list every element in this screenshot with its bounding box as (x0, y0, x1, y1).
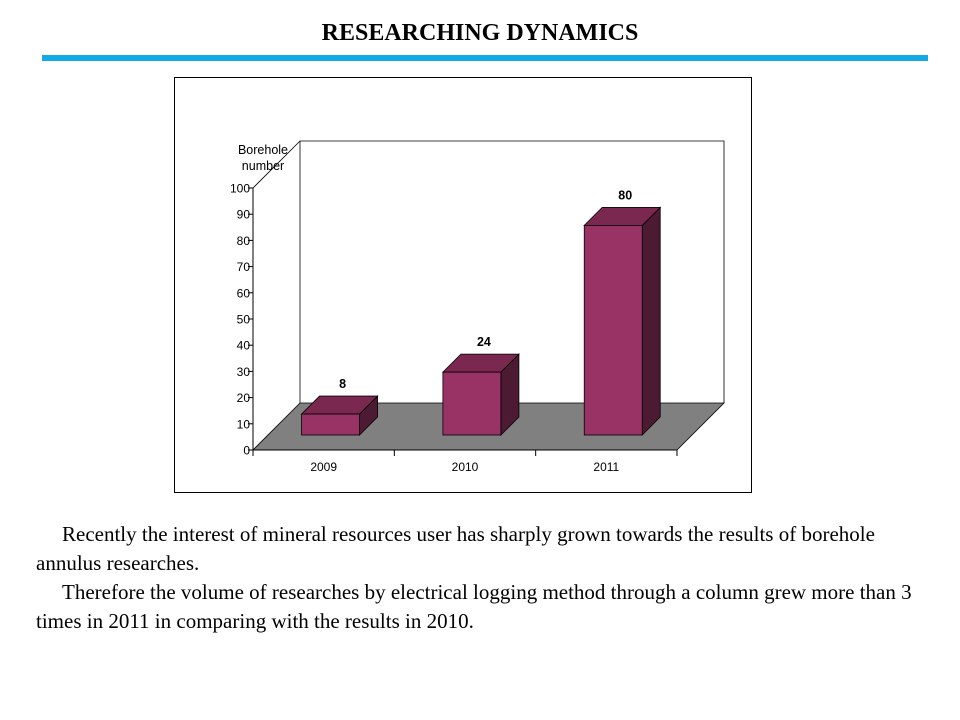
data-label: 24 (477, 335, 491, 349)
y-tick-label: 60 (237, 286, 251, 300)
chart-frame: 0 10 20 30 40 50 60 70 80 90 100 Borehole number 2009… (174, 77, 752, 493)
bar (583, 224, 643, 436)
y-tick-label: 80 (237, 234, 251, 248)
y-axis-title: Borehole number (238, 143, 288, 173)
bar (442, 371, 502, 436)
y-tick-label: 50 (237, 313, 251, 327)
title-underline (42, 55, 928, 61)
bar-side (641, 206, 661, 436)
bar-chart: 0 10 20 30 40 50 60 70 80 90 100 Borehole number 2009… (230, 140, 725, 474)
x-tick-label: 2009 (310, 460, 337, 474)
data-label: 8 (339, 377, 346, 391)
y-tick-label: 40 (237, 339, 251, 353)
page-title: RESEARCHING DYNAMICS (321, 20, 639, 46)
x-tick-label: 2011 (593, 460, 619, 474)
paragraph-1: Recently the interest of mineral resourc… (36, 522, 875, 575)
y-tick-label: 70 (237, 260, 251, 274)
paragraph-2: Therefore the volume of researches by el… (36, 580, 912, 633)
y-tick-label: 20 (237, 391, 251, 405)
description-text: Recently the interest of mineral resourc… (36, 520, 926, 636)
y-tick-label: 0 (243, 444, 250, 458)
y-tick-label: 30 (237, 365, 251, 379)
y-tick-label: 10 (237, 417, 251, 431)
data-label: 80 (618, 188, 632, 202)
x-tick-label: 2010 (452, 460, 479, 474)
y-tick-label: 90 (237, 208, 251, 222)
back-wall (252, 140, 725, 403)
bar (301, 413, 360, 436)
y-tick-label: 100 (230, 182, 250, 196)
